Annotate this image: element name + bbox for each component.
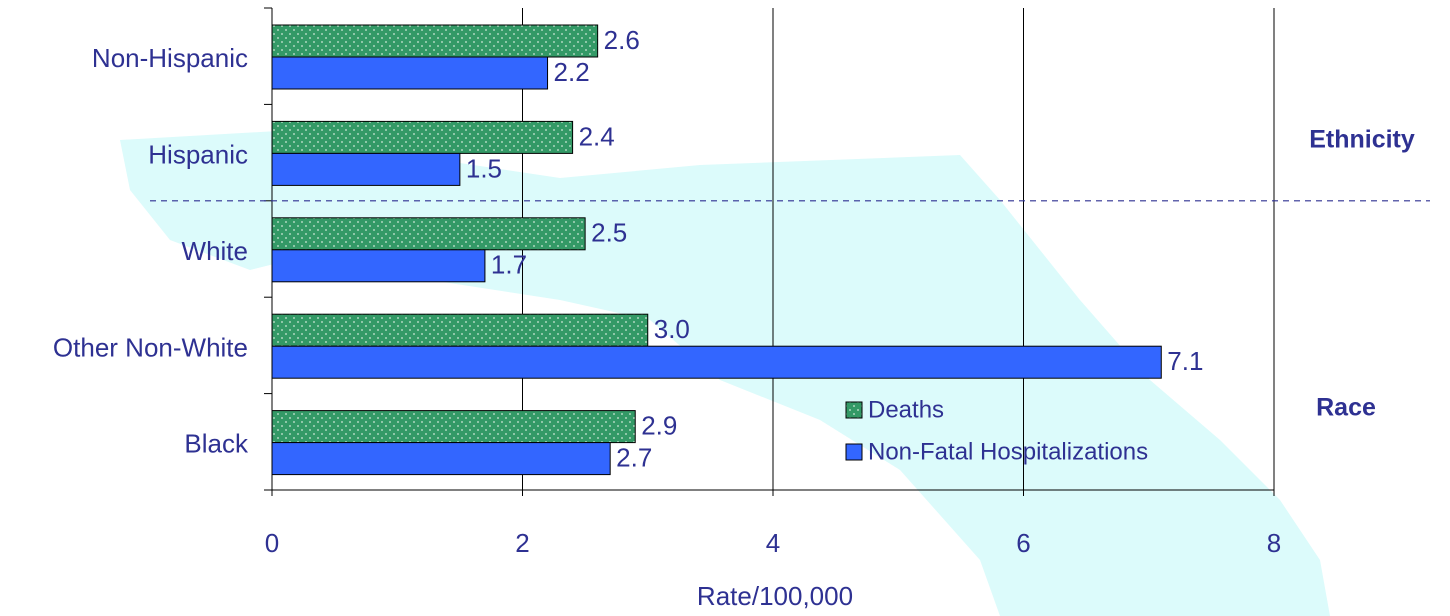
y-tick-label: Non-Hispanic bbox=[92, 43, 248, 73]
data-label: 2.9 bbox=[641, 410, 677, 440]
y-tick-label: Black bbox=[184, 429, 249, 459]
bar bbox=[271, 249, 486, 283]
data-label: 3.0 bbox=[654, 314, 690, 344]
x-tick-label: 0 bbox=[265, 528, 279, 558]
bar bbox=[271, 120, 574, 154]
group-label: Race bbox=[1316, 394, 1376, 422]
bar bbox=[271, 24, 599, 58]
legend-label: Deaths bbox=[868, 396, 944, 423]
bar bbox=[271, 56, 549, 90]
data-label: 1.5 bbox=[466, 153, 502, 183]
legend-label: Non-Fatal Hospitalizations bbox=[868, 438, 1148, 465]
x-tick-label: 8 bbox=[1267, 528, 1281, 558]
y-tick-label: Hispanic bbox=[148, 139, 248, 169]
bar bbox=[271, 345, 1162, 379]
x-tick-label: 4 bbox=[766, 528, 780, 558]
y-tick-label: Other Non-White bbox=[53, 332, 248, 362]
data-label: 2.5 bbox=[591, 218, 627, 248]
group-label: Ethnicity bbox=[1309, 126, 1415, 154]
bar bbox=[271, 313, 649, 347]
x-tick-label: 6 bbox=[1016, 528, 1030, 558]
bar bbox=[271, 152, 461, 186]
data-label: 1.7 bbox=[491, 250, 527, 280]
data-label: 7.1 bbox=[1167, 346, 1203, 376]
x-axis-title: Rate/100,000 bbox=[697, 581, 853, 611]
data-label: 2.6 bbox=[604, 25, 640, 55]
data-label: 2.4 bbox=[579, 121, 615, 151]
y-tick-label: White bbox=[182, 236, 248, 266]
bar bbox=[271, 410, 636, 444]
data-label: 2.2 bbox=[554, 57, 590, 87]
bar bbox=[271, 217, 586, 251]
legend-swatch bbox=[845, 443, 863, 461]
legend-swatch bbox=[845, 401, 863, 419]
data-label: 2.7 bbox=[616, 442, 652, 472]
bar bbox=[271, 442, 611, 476]
x-tick-label: 2 bbox=[515, 528, 529, 558]
